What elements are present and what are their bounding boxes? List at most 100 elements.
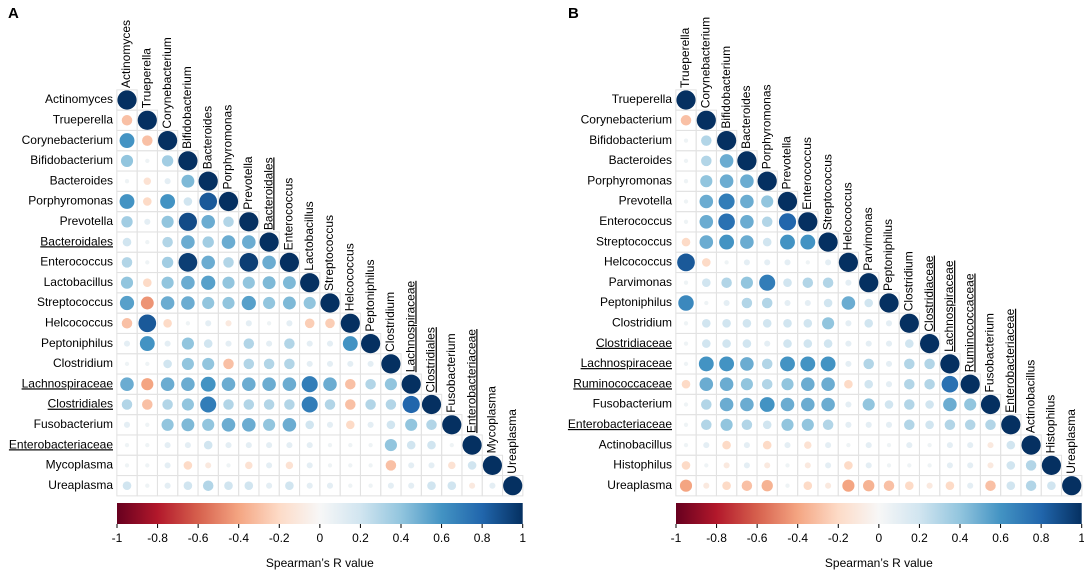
correlation-circle [987, 462, 994, 469]
correlation-circle [777, 191, 798, 212]
correlation-circle [719, 174, 734, 188]
correlation-circle [1021, 435, 1041, 455]
correlation-circle [428, 462, 435, 469]
correlation-circle [702, 278, 711, 287]
correlation-circle [221, 418, 236, 432]
row-label: Helcococcus [45, 315, 113, 329]
correlation-circle [145, 158, 150, 164]
column-label: Bifidobacterium [719, 46, 733, 129]
correlation-circle [886, 442, 892, 448]
row-label: Enterococcus [599, 214, 672, 228]
correlation-circle [761, 358, 773, 370]
correlation-circle [1001, 415, 1021, 435]
correlation-circle [245, 461, 253, 470]
correlation-circle [327, 442, 333, 448]
correlation-circle [223, 257, 234, 268]
correlation-circle [181, 357, 194, 370]
correlation-circle [306, 482, 313, 489]
correlation-circle [740, 194, 754, 209]
correlation-circle [143, 197, 152, 206]
column-label: Clostridiaceae [922, 255, 936, 331]
correlation-circle [944, 419, 956, 431]
correlation-circle [904, 399, 915, 410]
correlation-circle [326, 482, 334, 489]
correlation-circle [161, 256, 174, 269]
correlation-circle [699, 235, 714, 249]
correlation-circle [825, 442, 832, 449]
correlation-circle [1006, 481, 1016, 490]
correlation-circle [783, 278, 792, 287]
correlation-circle [964, 419, 976, 431]
column-label: Lachnospiraceae [942, 260, 956, 352]
row-label: Mycoplasma [46, 458, 114, 472]
correlation-circle [243, 338, 255, 349]
correlation-circle [222, 296, 235, 310]
correlation-circle [225, 320, 232, 327]
correlation-circle [1025, 460, 1037, 471]
colorbar-tick-label: 0.6 [992, 531, 1009, 545]
column-label: Actinobacillus [1023, 360, 1037, 433]
correlation-circle [482, 455, 502, 475]
correlation-circle [306, 462, 313, 469]
correlation-circle [368, 442, 373, 448]
correlation-circle [326, 360, 334, 367]
correlation-circle [303, 296, 316, 310]
correlation-circle [742, 319, 752, 328]
correlation-circle [677, 253, 695, 272]
correlation-circle [137, 110, 157, 130]
colorbar-tick-label: 0 [317, 531, 324, 545]
correlation-circle [845, 421, 852, 428]
correlation-circle [704, 463, 709, 468]
correlation-circle [183, 481, 193, 490]
correlation-circle [764, 340, 771, 347]
column-label: Prevotella [780, 136, 794, 190]
correlation-circle [679, 479, 693, 492]
column-label: Clostridium [901, 251, 915, 311]
correlation-circle [723, 462, 730, 469]
correlation-circle [202, 357, 215, 370]
correlation-circle [740, 276, 753, 289]
correlation-circle [800, 234, 816, 250]
correlation-circle [408, 462, 415, 469]
correlation-circle [761, 378, 773, 390]
correlation-circle [822, 277, 834, 288]
correlation-circle [737, 151, 757, 171]
correlation-circle [741, 480, 753, 491]
colorbar-tick-label: 1 [1078, 531, 1084, 545]
correlation-circle [121, 399, 133, 410]
column-label: Lachnospiraceae [403, 280, 417, 372]
row-label: Parvimonas [609, 275, 672, 289]
correlation-circle [762, 319, 772, 328]
correlation-circle [801, 397, 815, 412]
correlation-circle [239, 253, 259, 272]
correlation-circle [365, 399, 376, 410]
correlation-circle [681, 461, 691, 470]
correlation-circle [759, 274, 776, 291]
correlation-circle [844, 461, 853, 470]
correlation-circle [300, 273, 320, 293]
correlation-circle [224, 481, 233, 490]
correlation-circle [447, 481, 457, 490]
correlation-circle [162, 236, 173, 248]
row-label: Trueperella [53, 112, 114, 126]
column-label: Corynebacterium [160, 37, 174, 128]
panel-label: B [568, 5, 579, 22]
row-label: Bacteroides [50, 173, 113, 187]
correlation-circle [759, 397, 775, 412]
correlation-circle [244, 481, 254, 490]
correlation-circle [987, 442, 994, 449]
correlation-circle [342, 336, 358, 352]
correlation-circle [845, 401, 852, 408]
correlation-circle [883, 480, 895, 491]
correlation-circle [138, 314, 157, 333]
correlation-circle [761, 216, 773, 228]
correlation-circle [284, 358, 295, 370]
correlation-circle [740, 378, 753, 391]
correlation-circle [718, 213, 735, 231]
correlation-circle [143, 177, 152, 185]
correlation-circle [225, 442, 232, 449]
correlation-circle [401, 374, 421, 394]
correlation-circle [683, 402, 689, 407]
correlation-circle [202, 236, 214, 248]
correlation-circle [262, 255, 276, 270]
